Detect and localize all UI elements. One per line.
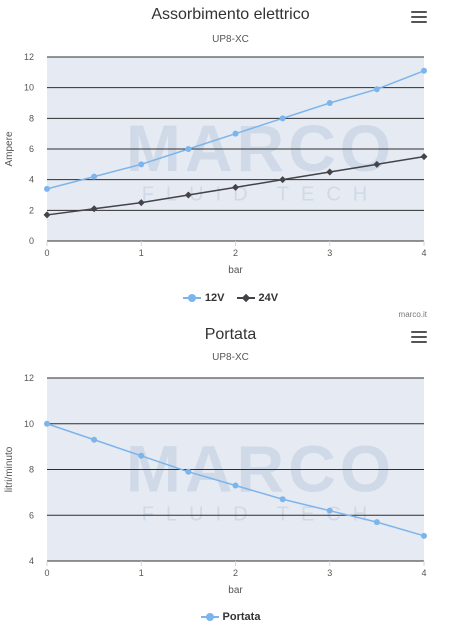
chart-legend: 12V 24V — [0, 292, 461, 306]
legend-label: 12V — [204, 292, 225, 304]
chart-portata: Portata UP8-XC MARCO FLUID TECH 4 6 8 10 12 0 1 2… — [0, 320, 461, 625]
y-tick-label: 4 — [29, 175, 34, 185]
legend-item-portata[interactable]: Portata — [200, 611, 261, 623]
y-tick-label: 12 — [24, 52, 34, 62]
data-point[interactable] — [326, 100, 333, 106]
data-point[interactable] — [137, 199, 145, 207]
svg-text:MARCO: MARCO — [126, 431, 395, 505]
data-point[interactable] — [44, 185, 50, 192]
legend-label: Portata — [222, 611, 261, 623]
data-point[interactable] — [138, 161, 145, 168]
data-point[interactable] — [421, 67, 427, 74]
data-point[interactable] — [326, 507, 333, 514]
x-tick-label: 4 — [421, 248, 426, 258]
svg-text:MARCO: MARCO — [126, 111, 395, 185]
data-point[interactable] — [232, 183, 239, 191]
data-point[interactable] — [232, 130, 239, 137]
data-point[interactable] — [373, 86, 380, 93]
y-tick-label: 8 — [29, 465, 34, 475]
chart-assorbimento: Assorbimento elettrico UP8-XC MARCO FLUID… — [0, 0, 461, 318]
svg-text:FLUID TECH: FLUID TECH — [142, 184, 379, 206]
data-point[interactable] — [91, 436, 98, 443]
data-point[interactable] — [44, 420, 50, 427]
data-point[interactable] — [184, 191, 192, 199]
chart-subtitle: UP8-XC — [212, 352, 249, 363]
data-point[interactable] — [373, 160, 381, 168]
data-point[interactable] — [185, 468, 192, 475]
x-tick-label: 0 — [44, 248, 49, 258]
data-point[interactable] — [279, 176, 287, 184]
y-tick-label: 4 — [29, 556, 34, 566]
x-tick-label: 0 — [44, 568, 49, 578]
y-tick-label: 6 — [29, 510, 34, 520]
y-tick-label: 2 — [29, 205, 34, 215]
x-tick-label: 2 — [233, 248, 238, 258]
y-axis-label: litri/minuto — [4, 446, 15, 492]
x-tick-label: 1 — [139, 568, 144, 578]
y-axis-label: Ampere — [4, 131, 15, 166]
hamburger-menu-icon[interactable] — [411, 11, 427, 25]
x-axis-label: bar — [228, 265, 243, 276]
data-point[interactable] — [90, 205, 98, 213]
y-tick-label: 10 — [24, 419, 34, 429]
y-tick-label: 8 — [29, 113, 34, 123]
data-point[interactable] — [373, 519, 380, 526]
y-tick-label: 10 — [24, 83, 34, 93]
x-axis-label: bar — [228, 585, 243, 596]
data-point[interactable] — [185, 146, 192, 152]
chart-title: Portata — [204, 326, 257, 343]
data-point[interactable] — [326, 168, 334, 176]
data-point[interactable] — [279, 496, 286, 503]
hamburger-menu-icon[interactable] — [411, 331, 427, 345]
y-tick-label: 6 — [29, 144, 34, 154]
x-tick-label: 3 — [327, 568, 332, 578]
legend-item-24v[interactable]: 24V — [236, 292, 279, 304]
credit-link[interactable]: marco.it — [398, 310, 427, 319]
legend-item-12v[interactable]: 12V — [182, 292, 225, 304]
y-tick-label: 0 — [29, 236, 34, 246]
chart-legend: Portata — [0, 611, 461, 625]
legend-symbol-icon — [236, 293, 255, 303]
data-point[interactable] — [421, 532, 427, 539]
svg-text:FLUID TECH: FLUID TECH — [142, 504, 379, 526]
legend-symbol-icon — [182, 293, 201, 303]
x-tick-label: 1 — [139, 248, 144, 258]
legend-label: 24V — [258, 292, 279, 304]
y-tick-label: 12 — [24, 373, 34, 383]
data-point[interactable] — [279, 115, 286, 122]
chart-title: Assorbimento elettrico — [151, 6, 310, 23]
data-point[interactable] — [420, 153, 428, 161]
data-point[interactable] — [138, 452, 145, 459]
chart-subtitle: UP8-XC — [212, 34, 249, 45]
legend-symbol-icon — [200, 612, 219, 622]
data-point[interactable] — [232, 482, 239, 489]
x-tick-label: 4 — [421, 568, 426, 578]
data-point[interactable] — [91, 173, 98, 180]
x-tick-label: 2 — [233, 568, 238, 578]
data-point[interactable] — [43, 211, 51, 219]
x-tick-label: 3 — [327, 248, 332, 258]
